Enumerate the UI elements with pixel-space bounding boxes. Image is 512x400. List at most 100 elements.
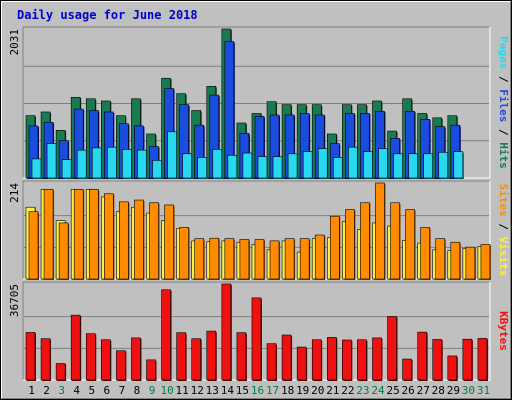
bar-kbytes-kbytes bbox=[266, 343, 277, 381]
x-tick-label: 3 bbox=[58, 384, 65, 397]
x-tick-label: 23 bbox=[356, 384, 369, 397]
bar-traffic-pages bbox=[122, 149, 132, 179]
bar-traffic-pages bbox=[227, 154, 238, 179]
bar-kbytes-kbytes bbox=[432, 339, 443, 381]
x-tick-label: 7 bbox=[119, 384, 126, 397]
bar-kbytes-kbytes bbox=[387, 316, 397, 381]
legend-separator: / bbox=[497, 69, 510, 89]
bar-traffic-pages bbox=[137, 149, 147, 179]
bar-visits-sites bbox=[239, 239, 250, 280]
bar-visits-sites bbox=[390, 202, 400, 280]
panel-visits-max-label: 214 bbox=[8, 183, 21, 203]
x-tick-label: 25 bbox=[386, 384, 399, 397]
bar-visits-sites bbox=[104, 193, 114, 280]
bar-visits-sites bbox=[224, 238, 235, 280]
bar-kbytes-kbytes bbox=[281, 334, 292, 381]
bar-kbytes-kbytes bbox=[70, 314, 81, 381]
bar-traffic-pages bbox=[182, 153, 192, 179]
panel-visits-frame-shadow bbox=[22, 180, 490, 279]
bar-kbytes-kbytes bbox=[85, 333, 96, 381]
bar-traffic-pages bbox=[212, 149, 223, 179]
bar-visits-sites bbox=[28, 211, 39, 280]
x-tick-label: 6 bbox=[104, 384, 111, 397]
x-tick-label: 28 bbox=[432, 384, 445, 397]
x-tick-label: 29 bbox=[447, 384, 460, 397]
x-tick-label: 31 bbox=[477, 384, 490, 397]
bar-visits-sites bbox=[435, 238, 446, 280]
bar-traffic-pages bbox=[76, 149, 87, 179]
panel-traffic-frame-shadow bbox=[22, 26, 490, 178]
legend-visits: Visits bbox=[497, 237, 510, 277]
x-tick-label: 8 bbox=[134, 384, 141, 397]
legend-separator: / bbox=[497, 122, 510, 142]
bar-kbytes-kbytes bbox=[116, 350, 126, 381]
bar-visits-sites bbox=[134, 199, 144, 280]
legend-hits: Hits bbox=[497, 142, 510, 169]
bar-visits-sites bbox=[450, 241, 461, 280]
bar-kbytes-kbytes bbox=[161, 289, 171, 381]
x-tick-label: 5 bbox=[88, 384, 95, 397]
bar-visits-sites bbox=[314, 234, 325, 280]
bar-traffic-pages bbox=[91, 147, 102, 179]
x-tick-label: 21 bbox=[326, 384, 339, 397]
panel-traffic-max-label: 2031 bbox=[8, 29, 21, 56]
bar-kbytes-kbytes bbox=[296, 346, 307, 381]
bar-kbytes-kbytes bbox=[101, 339, 111, 381]
x-tick-label: 30 bbox=[462, 384, 475, 397]
legend-separator: / bbox=[497, 217, 510, 237]
x-tick-label: 24 bbox=[371, 384, 385, 397]
bar-visits-sites bbox=[299, 238, 310, 280]
x-tick-label: 16 bbox=[251, 384, 264, 397]
legend-sites: Sites bbox=[497, 184, 510, 217]
bar-kbytes-kbytes bbox=[326, 337, 337, 381]
bar-kbytes-kbytes bbox=[131, 337, 141, 381]
bar-visits-sites bbox=[164, 204, 174, 280]
x-tick-label: 20 bbox=[311, 384, 324, 397]
bar-visits-sites bbox=[209, 237, 220, 280]
bar-visits-sites bbox=[119, 201, 129, 280]
bar-traffic-pages bbox=[363, 151, 373, 179]
panel-traffic-legend: Pages / Files / Hits bbox=[497, 36, 510, 169]
x-tick-label: 14 bbox=[221, 384, 235, 397]
bar-traffic-pages bbox=[61, 159, 72, 179]
bar-traffic-pages bbox=[46, 143, 57, 179]
bar-visits-sites bbox=[284, 238, 295, 280]
bar-visits-sites bbox=[179, 227, 189, 280]
bar-traffic-pages bbox=[423, 153, 433, 179]
bar-kbytes-kbytes bbox=[372, 337, 382, 381]
x-tick-label: 9 bbox=[149, 384, 156, 397]
bar-traffic-pages bbox=[378, 148, 388, 179]
bar-kbytes-kbytes bbox=[417, 331, 427, 381]
bar-visits-sites bbox=[420, 227, 430, 280]
bar-kbytes-kbytes bbox=[221, 283, 232, 381]
bar-traffic-pages bbox=[272, 156, 283, 179]
x-tick-label: 2 bbox=[43, 384, 50, 397]
bar-kbytes-kbytes bbox=[477, 338, 488, 381]
legend-files: Files bbox=[497, 89, 510, 122]
bar-kbytes-kbytes bbox=[251, 297, 262, 381]
bar-traffic-pages bbox=[438, 152, 449, 179]
bar-traffic-pages bbox=[408, 153, 418, 179]
bar-kbytes-kbytes bbox=[25, 332, 36, 381]
bar-visits-sites bbox=[465, 246, 476, 280]
bar-traffic-pages bbox=[348, 146, 358, 179]
bar-visits-sites bbox=[375, 182, 385, 280]
panel-kbytes-max-label: 36705 bbox=[8, 284, 21, 317]
bar-visits-sites bbox=[149, 202, 159, 280]
bar-kbytes-kbytes bbox=[191, 338, 202, 381]
bar-visits-sites bbox=[405, 209, 415, 280]
bar-visits-sites bbox=[73, 188, 84, 280]
bar-visits-sites bbox=[88, 188, 99, 280]
bar-visits-sites bbox=[360, 202, 370, 280]
bar-visits-sites bbox=[43, 188, 54, 280]
x-tick-label: 26 bbox=[402, 384, 415, 397]
x-tick-label: 4 bbox=[73, 384, 80, 397]
bar-visits-sites bbox=[329, 215, 340, 280]
x-tick-label: 22 bbox=[341, 384, 354, 397]
bar-traffic-pages bbox=[197, 157, 208, 179]
bar-traffic-pages bbox=[302, 151, 313, 179]
x-tick-label: 18 bbox=[281, 384, 294, 397]
